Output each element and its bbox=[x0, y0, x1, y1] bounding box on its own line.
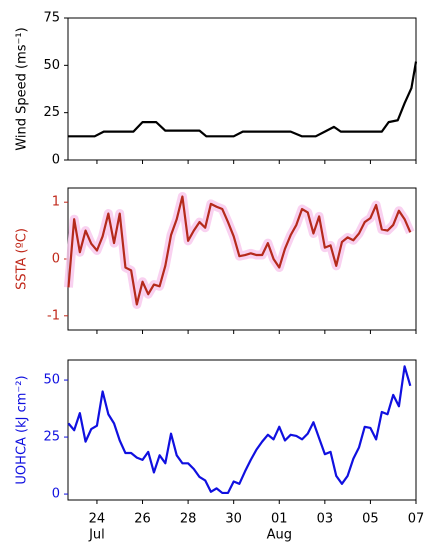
x-tick-label: 05 bbox=[362, 512, 379, 527]
y-tick-label: 0 bbox=[52, 153, 60, 168]
y-tick-label: 50 bbox=[43, 373, 60, 388]
x-tick-label: 01 bbox=[271, 512, 288, 527]
x-month-label: Aug bbox=[267, 528, 292, 543]
y-tick-label: 0 bbox=[52, 487, 60, 502]
y-axis-label: UOHCA (kJ cm⁻²) bbox=[15, 375, 30, 484]
x-tick-label: 07 bbox=[408, 512, 425, 527]
x-tick-label: 24 bbox=[89, 512, 106, 527]
line bbox=[68, 61, 418, 138]
y-tick-label: 25 bbox=[43, 105, 60, 120]
x-tick-label: 28 bbox=[180, 512, 197, 527]
y-tick-label: -1 bbox=[47, 308, 60, 323]
x-tick-label: 03 bbox=[317, 512, 334, 527]
x-tick-label: 30 bbox=[225, 512, 242, 527]
y-tick-label: 0 bbox=[52, 252, 60, 267]
x-month-label: Jul bbox=[88, 528, 105, 543]
y-tick-label: 75 bbox=[43, 11, 60, 26]
axes-frame bbox=[67, 17, 417, 161]
y-tick-label: 50 bbox=[43, 58, 60, 73]
y-axis-label: SSTA (ºC) bbox=[15, 228, 30, 290]
y-tick-label: 1 bbox=[52, 195, 60, 210]
y-axis-label: Wind Speed (ms⁻¹) bbox=[15, 27, 30, 150]
x-tick-label: 26 bbox=[134, 512, 151, 527]
line bbox=[67, 195, 412, 306]
line bbox=[67, 365, 412, 495]
axes-frame bbox=[67, 359, 417, 501]
y-tick-label: 25 bbox=[43, 430, 60, 445]
